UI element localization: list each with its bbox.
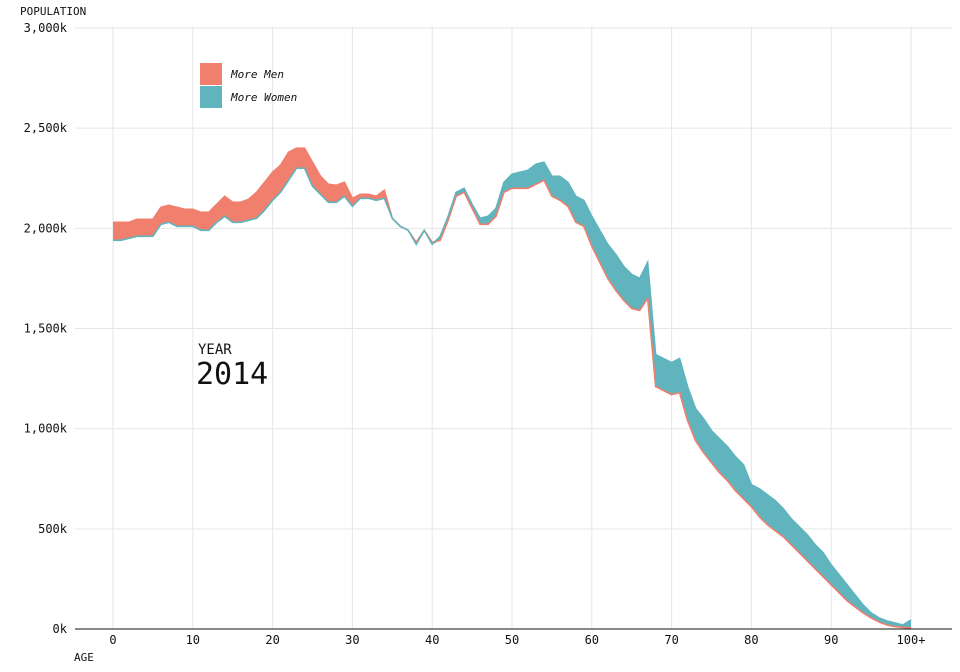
legend: More Men More Women — [200, 63, 297, 108]
y-tick-label: 0k — [53, 622, 68, 636]
y-axis-title: POPULATION — [20, 5, 86, 18]
x-tick-label: 90 — [824, 633, 838, 647]
x-tick-label: 20 — [265, 633, 279, 647]
y-axis-ticks: 0k 500k 1,000k 1,500k 2,000k 2,500k 3,000k — [24, 21, 68, 636]
x-tick-label: 10 — [186, 633, 200, 647]
women-series-line — [113, 161, 912, 626]
y-tick-label: 500k — [38, 522, 68, 536]
y-tick-label: 2,500k — [24, 121, 68, 135]
x-tick-label: 60 — [585, 633, 599, 647]
legend-swatch-more-men — [200, 63, 222, 85]
gridlines — [75, 26, 952, 629]
year-annotation-label: YEAR — [198, 342, 232, 358]
y-tick-label: 2,000k — [24, 221, 68, 235]
men-series-line — [113, 147, 912, 629]
y-tick-label: 1,000k — [24, 422, 68, 436]
x-tick-label: 50 — [505, 633, 519, 647]
plot-areas — [113, 147, 912, 629]
x-tick-label: 0 — [109, 633, 116, 647]
y-tick-label: 1,500k — [24, 322, 68, 336]
y-tick-label: 3,000k — [24, 21, 68, 35]
x-tick-label: 70 — [664, 633, 678, 647]
x-tick-label: 40 — [425, 633, 439, 647]
x-axis-title: AGE — [74, 651, 94, 664]
legend-label-more-women: More Women — [230, 91, 297, 104]
legend-swatch-more-women — [200, 86, 222, 108]
legend-label-more-men: More Men — [230, 68, 284, 81]
x-axis-ticks: 0 10 20 30 40 50 60 70 80 90 100+ — [109, 633, 925, 647]
x-tick-label: 30 — [345, 633, 359, 647]
year-annotation-value: 2014 — [196, 357, 268, 392]
x-tick-label: 80 — [744, 633, 758, 647]
x-tick-label: 100+ — [897, 633, 926, 647]
more-women-area — [113, 162, 911, 628]
